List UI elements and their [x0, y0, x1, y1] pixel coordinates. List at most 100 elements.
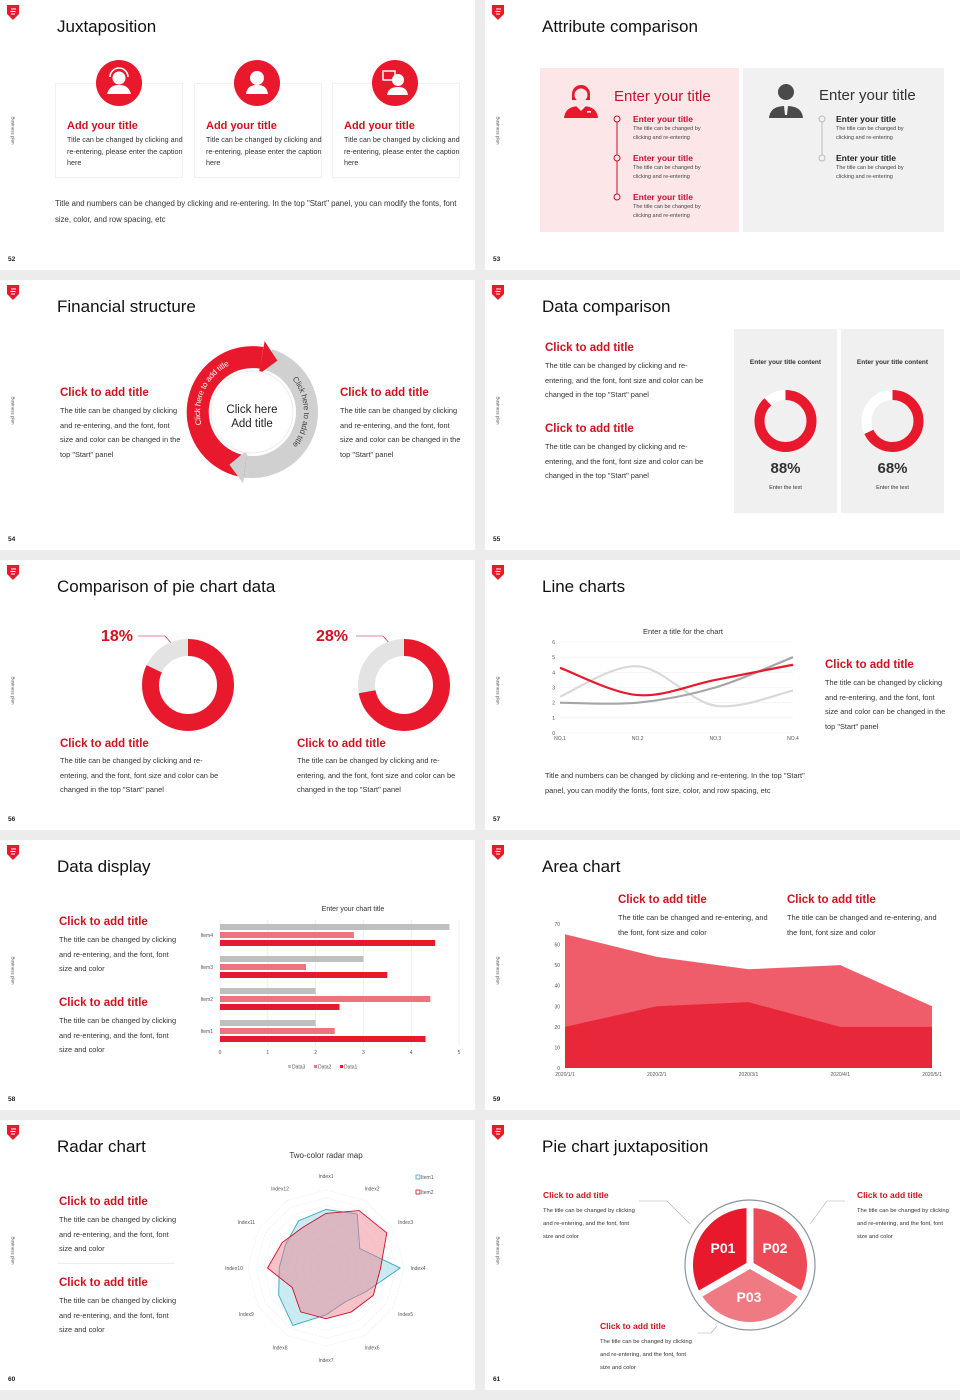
- donut-value: [754, 390, 817, 452]
- block-title: Click to add title: [857, 1190, 923, 1200]
- slide-58[interactable]: Data display Click to add title The titl…: [0, 840, 475, 1110]
- page-number: 54: [8, 536, 16, 543]
- card-text: Title can be changed by clicking and re-…: [206, 135, 322, 167]
- man-icon: [769, 84, 803, 118]
- slide-54[interactable]: Financial structure Click to add title T…: [0, 280, 475, 550]
- slide-59[interactable]: Area chart 0 10 20 30 40 50 60 70 2020/1/1 2020/2…: [485, 840, 960, 1110]
- side-label: Business plan: [495, 116, 501, 145]
- slide-57[interactable]: Line charts Enter a title for the chart …: [485, 560, 960, 830]
- radar-series: [266, 1210, 388, 1320]
- slide-52[interactable]: Juxtaposition Add your title Title can b…: [0, 0, 475, 270]
- block-title: Click to add title: [59, 997, 148, 1009]
- side-label: Business plan: [495, 1236, 501, 1265]
- legend-label: Data2: [318, 1065, 332, 1071]
- block-title: Click to add title: [600, 1321, 666, 1331]
- pie-label: 28%: [316, 628, 349, 645]
- logo-shield-icon: [492, 285, 504, 300]
- axis-label: Index4: [410, 1266, 425, 1272]
- bar: [220, 940, 436, 946]
- page-number: 56: [8, 816, 16, 823]
- side-text: The title can be changed by clicking and…: [825, 678, 946, 731]
- x-tick-label: 2020/5/1: [922, 1072, 942, 1078]
- center-line2: Add title: [231, 418, 273, 430]
- card-title: Add your title: [67, 120, 138, 132]
- logo-shield-icon: [7, 5, 19, 20]
- timeline-dot: [818, 154, 826, 162]
- slide-title: Line charts: [542, 577, 626, 596]
- block-text: The title can be changed by clicking and…: [545, 442, 704, 480]
- item-title: Enter your title: [633, 153, 693, 163]
- red-arrowhead: [258, 341, 278, 375]
- side-label: Business plan: [10, 1236, 16, 1265]
- legend-swatch: [415, 1189, 421, 1195]
- footer-text: Title and numbers can be changed by clic…: [545, 771, 805, 795]
- x-tick-label: NO.2: [632, 736, 644, 742]
- area-chart: 0 10 20 30 40 50 60 70 2020/1/1 2020/2/1 2020/3/1 2…: [554, 922, 942, 1078]
- red-arc: [186, 346, 264, 478]
- logo-shield-icon: [7, 1125, 19, 1140]
- radar-ring: [247, 1189, 405, 1347]
- y-tick-label: 10: [554, 1045, 560, 1051]
- axis-label: Index12: [271, 1186, 289, 1192]
- x-tick-label: 3: [362, 1050, 365, 1056]
- side-label: Business plan: [10, 116, 16, 145]
- pie-diagram: P01 P02 P03: [639, 1199, 845, 1334]
- block-text: The title can be changed by clicking and…: [600, 1339, 692, 1371]
- customer-service-icon: [96, 60, 142, 106]
- legend-label: Item1: [421, 1175, 434, 1181]
- y-tick-label: 40: [554, 984, 560, 990]
- y-tick-label: 3: [552, 686, 555, 692]
- y-tick-label: 6: [552, 640, 555, 646]
- slide-53[interactable]: Attribute comparison Enter your title En…: [485, 0, 960, 270]
- page-number: 61: [493, 1376, 501, 1383]
- presenter-icon: [372, 60, 418, 106]
- block-title: Click to add title: [543, 1190, 609, 1200]
- right-text: The title can be changed by clicking and…: [340, 406, 461, 459]
- x-tick-label: 2: [314, 1050, 317, 1056]
- slide-title: Data display: [57, 857, 151, 876]
- legend-swatch: [415, 1174, 421, 1180]
- logo-shield-icon: [492, 565, 504, 580]
- card-title: Add your title: [206, 120, 277, 132]
- block-title: Click to add title: [60, 738, 149, 750]
- block-text: The title can be changed by clicking and…: [59, 1215, 177, 1253]
- logo-shield-icon: [7, 285, 19, 300]
- slide-title: Area chart: [542, 857, 621, 876]
- block-text: The title can be changed by clicking and…: [297, 756, 456, 794]
- side-label: Business plan: [10, 676, 16, 705]
- slide-56[interactable]: Comparison of pie chart data 18% 28% Cli…: [0, 560, 475, 830]
- y-tick-label: 20: [554, 1025, 560, 1031]
- card-text: Title can be changed by clicking and re-…: [344, 135, 460, 167]
- slide-55[interactable]: Data comparison Click to add title The t…: [485, 280, 960, 550]
- y-tick-label: 30: [554, 1004, 560, 1010]
- item-text: The title can be changed by clicking and…: [836, 126, 904, 141]
- block-title: Click to add title: [545, 423, 634, 435]
- radar-series: [278, 1209, 401, 1326]
- bar: [220, 996, 431, 1002]
- x-tick-label: NO.3: [709, 736, 721, 742]
- x-tick-label: 5: [458, 1050, 461, 1056]
- logo-shield-icon: [492, 845, 504, 860]
- pie-label: 18%: [101, 628, 134, 645]
- timeline-dot: [818, 115, 826, 123]
- slide-title: Juxtaposition: [57, 17, 157, 36]
- block-text: The title can be changed by clicking and…: [59, 935, 177, 973]
- leader-line: [138, 635, 174, 646]
- slide-61[interactable]: Pie chart juxtaposition P01 P02 P03 Click …: [485, 1120, 960, 1390]
- right-panel: [743, 68, 944, 232]
- axis-label: Index8: [272, 1346, 287, 1352]
- x-tick-label: 2020/2/1: [647, 1072, 667, 1078]
- item-text: The title can be changed by clicking and…: [836, 165, 904, 180]
- bar: [220, 988, 316, 994]
- slide-60[interactable]: Radar chart Click to add title The title…: [0, 1120, 475, 1390]
- y-tick-label: 5: [552, 655, 555, 661]
- block-text: The title can be changed by clicking and…: [59, 1296, 177, 1334]
- bar: [220, 956, 364, 962]
- axis-label: Index3: [398, 1220, 413, 1226]
- radar-chart: Two-color radar map Index1 Index2 Index3 In…: [225, 1151, 434, 1364]
- logo-shield-icon: [7, 845, 19, 860]
- legend-label: Data3: [292, 1065, 306, 1071]
- chart-title: Enter your chart title: [322, 906, 385, 913]
- block-text: The title can be changed by clicking and…: [543, 1208, 635, 1240]
- block-title: Click to add title: [59, 916, 148, 928]
